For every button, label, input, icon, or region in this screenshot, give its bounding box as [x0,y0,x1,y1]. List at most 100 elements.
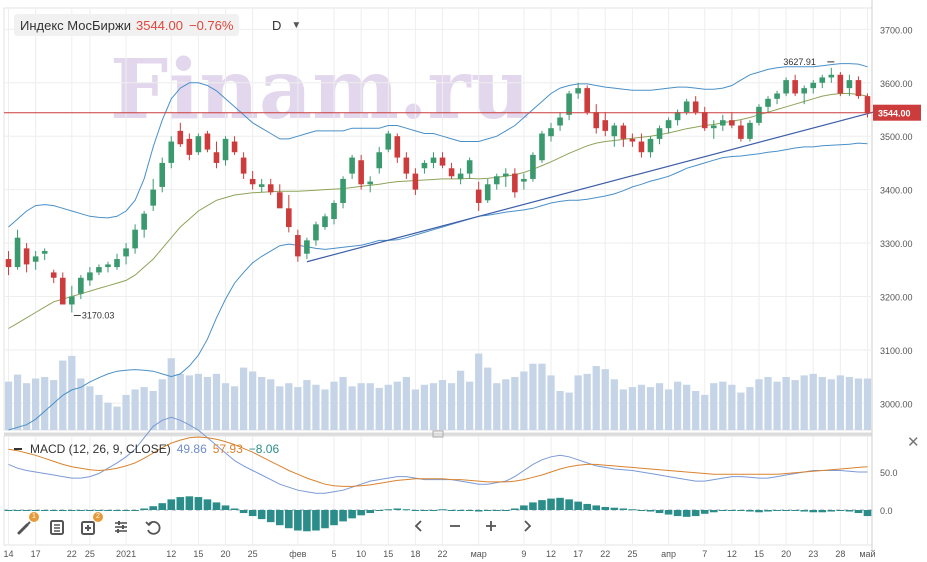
candle-body [493,176,500,185]
macd-histogram-bar [31,510,40,511]
settings-icon[interactable] [110,516,132,538]
y-tick-label: 3400.00 [880,186,913,196]
volume-bar [411,389,420,430]
candle-body [295,235,301,257]
candle-body [41,251,48,254]
candle-body [123,248,129,257]
timeframe-selector[interactable]: D ▼ [272,14,301,36]
macd-histogram-bar [592,505,601,510]
candle-body [50,272,57,278]
macd-histogram-bar [104,510,112,511]
volume-bar [276,386,284,430]
volume-bar [203,376,212,430]
volume-bar [122,394,130,430]
macd-histogram-bar [194,497,203,510]
candle-body [828,74,835,78]
candle-body [629,138,636,142]
volume-bar [673,381,682,430]
y-tick-label: 3600.00 [880,79,913,89]
zoom-out-icon[interactable] [444,515,466,537]
candle-body [412,173,419,190]
macd-histogram-bar [565,499,573,510]
volume-bar [719,381,727,430]
candle-body [69,296,75,305]
volume-bar [628,387,637,430]
macd-histogram-bar [294,510,302,531]
volume-bar [194,373,203,430]
volume-bar [610,379,618,430]
candle-body [195,136,202,153]
trend-line [306,108,885,263]
candle-body [204,133,211,150]
macd-histogram-bar [520,505,528,510]
macd-histogram-bar [845,510,854,512]
macd-histogram-bar [664,510,673,515]
macd-histogram-bar [818,510,827,513]
candle-body [276,192,283,209]
macd-histogram-bar [764,510,772,512]
volume-bar [312,384,320,430]
macd-legend-swatch [14,448,22,450]
macd-header: MACD (12, 26, 9, CLOSE) 49.86 57.93 −8.0… [14,440,279,458]
macd-histogram-bar [13,510,22,511]
volume-bar [547,375,555,430]
macd-histogram-bar [402,509,411,511]
candle-body [855,80,862,97]
list-icon[interactable] [46,516,68,538]
candle-body [620,125,627,139]
brush-badge: 1 [29,512,39,522]
candle-body [59,277,66,305]
undo-icon[interactable] [142,516,164,538]
candle-body [810,82,817,89]
y-tick-label: 3300.00 [880,239,913,249]
candle-body [222,138,229,161]
volume-bar [764,376,772,430]
candle-body [150,189,156,206]
volume-bar [456,370,465,430]
x-tick-label: 20 [221,549,231,559]
candle-body [349,157,355,174]
y-tick-label: 3500.00 [880,132,913,142]
last-price-tag-label: 3544.00 [878,109,911,119]
candle-body [385,133,392,150]
macd-histogram-bar [854,510,863,514]
candle-body [267,184,274,193]
volume-bar [791,380,799,430]
candle-body [557,117,563,126]
prev-icon[interactable] [408,515,430,537]
volume-bar [818,376,826,430]
macd-histogram-bar [646,510,655,512]
volume-bar [493,383,501,430]
x-tick-label: 15 [754,549,764,559]
macd-histogram-bar [547,498,555,510]
volume-bar [32,378,40,430]
candle-body [240,157,247,174]
next-icon[interactable] [516,515,538,537]
candle-body [249,178,256,185]
zoom-in-icon[interactable] [480,515,502,537]
volume-bar [13,374,22,430]
macd-histogram-bar [529,502,537,510]
volume-bar [429,383,438,430]
macd-histogram-bar [782,510,790,511]
macd-histogram-bar [456,510,465,511]
candle-body [801,88,807,94]
volume-bar [854,378,863,430]
volume-bar [384,384,392,430]
symbol-header[interactable]: Индекс МосБиржи 3544.00 −0.76% [14,14,240,36]
candle-body [475,189,482,203]
candle-body [647,138,654,153]
add-indicator-icon[interactable]: 2 [78,512,103,538]
x-tick-label: апр [661,549,676,559]
volume-bar [664,389,673,430]
candle-body [186,138,193,155]
brush-icon[interactable]: 1 [14,512,39,538]
candle-body [87,272,93,281]
macd-histogram-bar [619,508,628,510]
candle-body [376,152,383,169]
candle-body [638,141,645,153]
macd-histogram-bar [86,510,94,511]
symbol-title: Индекс МосБиржи [20,17,131,33]
close-indicator-icon[interactable]: ✕ [907,434,920,451]
